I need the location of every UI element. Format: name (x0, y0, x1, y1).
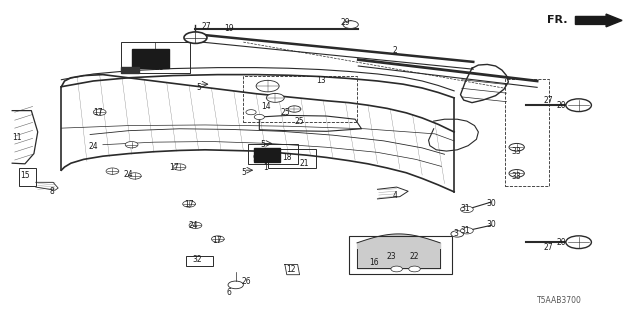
Text: 12: 12 (287, 265, 296, 275)
Circle shape (566, 99, 591, 112)
Text: 24: 24 (124, 170, 133, 179)
Text: 20: 20 (557, 238, 566, 247)
Circle shape (256, 80, 279, 92)
Text: 2: 2 (393, 45, 397, 55)
Text: 20: 20 (557, 101, 566, 110)
Bar (505, 79, 548, 186)
Text: 23: 23 (387, 252, 396, 261)
Circle shape (391, 266, 403, 272)
Bar (121, 67, 139, 73)
Circle shape (266, 93, 284, 102)
Circle shape (509, 143, 524, 151)
Circle shape (189, 222, 202, 228)
Circle shape (509, 170, 524, 177)
Text: 22: 22 (410, 252, 419, 261)
Circle shape (211, 236, 224, 242)
Text: 27: 27 (544, 96, 554, 105)
Text: 4: 4 (393, 191, 398, 200)
Bar (253, 148, 280, 162)
Bar (268, 149, 316, 168)
Text: 6: 6 (227, 288, 232, 297)
Circle shape (566, 236, 591, 249)
Text: 16: 16 (369, 258, 379, 267)
Text: 13: 13 (316, 76, 326, 85)
Circle shape (288, 106, 301, 112)
Text: 30: 30 (486, 220, 496, 229)
Text: 24: 24 (189, 221, 198, 230)
Text: 28: 28 (154, 63, 164, 72)
Text: 14: 14 (261, 102, 271, 111)
Bar (248, 144, 298, 164)
Text: 17: 17 (170, 163, 179, 172)
Text: 33: 33 (512, 172, 522, 181)
Circle shape (182, 201, 195, 207)
Circle shape (246, 110, 256, 115)
Bar (349, 236, 452, 274)
Text: 25: 25 (295, 116, 305, 126)
Bar (19, 168, 36, 186)
Circle shape (451, 231, 464, 237)
Text: 18: 18 (282, 153, 292, 162)
Text: 10: 10 (140, 53, 149, 62)
Circle shape (409, 266, 420, 272)
Circle shape (93, 109, 106, 116)
Circle shape (129, 173, 141, 179)
Bar (132, 49, 169, 68)
Text: T5AAB3700: T5AAB3700 (537, 296, 582, 305)
Text: 19: 19 (225, 24, 234, 33)
Text: 17: 17 (184, 200, 194, 209)
Text: 5: 5 (260, 140, 265, 149)
Text: 5: 5 (241, 168, 246, 177)
Bar (243, 76, 357, 123)
Text: 29: 29 (340, 18, 350, 27)
Circle shape (228, 281, 243, 289)
FancyArrow shape (575, 14, 622, 27)
Text: 11: 11 (12, 133, 21, 142)
Text: 17: 17 (212, 236, 221, 245)
Text: 27: 27 (544, 243, 554, 252)
Text: 33: 33 (512, 147, 522, 156)
Circle shape (173, 164, 186, 170)
Text: 21: 21 (300, 159, 308, 168)
Text: 30: 30 (486, 199, 496, 208)
Text: 17: 17 (93, 108, 102, 117)
Text: 9: 9 (252, 154, 257, 163)
Circle shape (184, 32, 207, 44)
Text: 32: 32 (193, 255, 202, 264)
Bar (186, 256, 212, 266)
Circle shape (254, 115, 264, 120)
Text: 15: 15 (20, 171, 30, 180)
Circle shape (343, 21, 358, 28)
Text: FR.: FR. (547, 15, 568, 26)
Text: 31: 31 (461, 204, 470, 213)
Text: 27: 27 (202, 22, 211, 31)
Text: 3: 3 (453, 229, 458, 238)
Text: 26: 26 (242, 276, 252, 285)
Circle shape (461, 206, 473, 212)
Text: 24: 24 (88, 142, 98, 151)
Text: 8: 8 (49, 188, 54, 196)
Circle shape (125, 141, 138, 148)
Text: 5: 5 (196, 83, 201, 92)
Circle shape (106, 168, 119, 174)
Text: 28: 28 (269, 148, 279, 157)
Text: 1: 1 (263, 164, 268, 172)
Text: 25: 25 (280, 108, 290, 117)
Circle shape (461, 228, 473, 234)
Text: 31: 31 (461, 226, 470, 235)
Bar (121, 42, 189, 73)
